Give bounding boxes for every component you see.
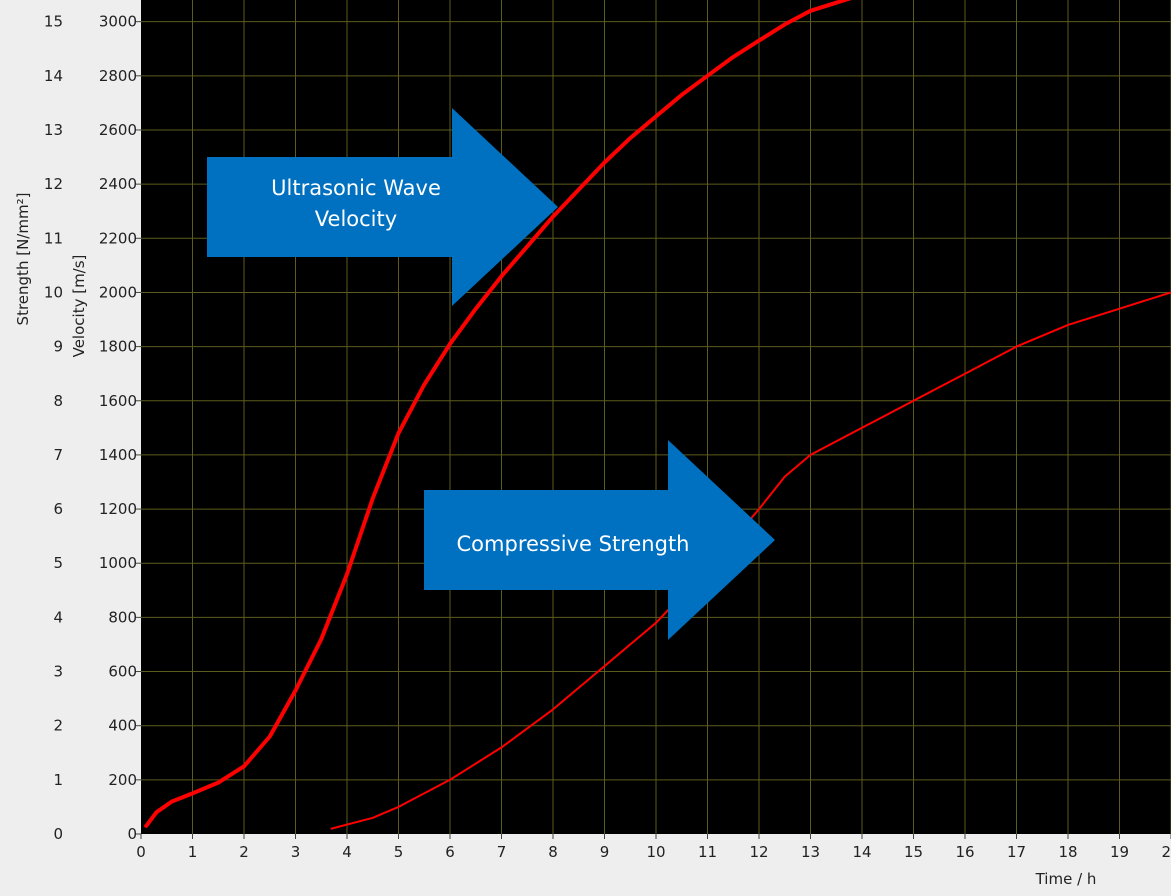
series-line-strength	[330, 291, 1171, 830]
arrow-ultrasonic-velocity: Ultrasonic Wave Velocity	[207, 108, 558, 306]
arrow-ultrasonic-velocity-shape	[207, 108, 558, 306]
strength-tick-label: 4	[53, 608, 63, 626]
velocity-tick-label: 2800	[99, 67, 137, 85]
x-tick-label: 14	[852, 843, 871, 861]
velocity-tick-label: 1000	[99, 554, 137, 572]
velocity-tick-label: 2000	[99, 283, 137, 301]
velocity-tick-label: 400	[108, 717, 137, 735]
strength-tick-label: 8	[53, 392, 63, 410]
x-tick-label: 5	[394, 843, 404, 861]
y-axis-title-velocity: Velocity [m/s]	[70, 255, 88, 358]
strength-tick-label: 3	[53, 663, 63, 681]
strength-tick-label: 5	[53, 554, 63, 572]
x-axis-title: Time / h	[1035, 870, 1097, 888]
grid	[141, 0, 1171, 834]
velocity-tick-label: 2600	[99, 121, 137, 139]
x-tick-label: 13	[801, 843, 820, 861]
strength-tick-label: 12	[44, 175, 63, 193]
x-tick-label: 18	[1058, 843, 1077, 861]
x-tick-label: 8	[548, 843, 558, 861]
velocity-tick-label: 1400	[99, 446, 137, 464]
velocity-tick-label: 1600	[99, 392, 137, 410]
strength-tick-label: 13	[44, 121, 63, 139]
series-line-velocity	[144, 0, 852, 828]
velocity-tick-label: 800	[108, 608, 137, 626]
annotation-label: Compressive Strength	[457, 532, 690, 556]
x-tick-label: 20	[1161, 843, 1171, 861]
y-axis-title-strength: Strength [N/mm²]	[14, 193, 32, 326]
velocity-tick-label: 1800	[99, 338, 137, 356]
strength-tick-label: 10	[44, 283, 63, 301]
x-tick-label: 7	[497, 843, 507, 861]
velocity-tick-label: 3000	[99, 13, 137, 31]
strength-tick-label: 14	[44, 67, 63, 85]
arrow-compressive-strength: Compressive Strength	[424, 440, 775, 640]
series-layer	[144, 0, 1171, 830]
x-tick-label: 3	[291, 843, 301, 861]
x-tick-label: 11	[698, 843, 717, 861]
strength-tick-label: 2	[53, 717, 63, 735]
velocity-tick-label: 0	[127, 825, 137, 843]
x-tick-label: 4	[342, 843, 352, 861]
strength-tick-label: 7	[53, 446, 63, 464]
x-tick-label: 0	[136, 843, 146, 861]
annotation-layer: Ultrasonic Wave Velocity Compressive Stren…	[207, 108, 775, 640]
annotation-label: Ultrasonic Wave	[271, 176, 441, 200]
strength-tick-label: 15	[44, 13, 63, 31]
strength-tick-label: 0	[53, 825, 63, 843]
velocity-tick-label: 1200	[99, 500, 137, 518]
velocity-tick-label: 2400	[99, 175, 137, 193]
arrow-compressive-strength-shape	[424, 440, 775, 640]
strength-tick-label: 11	[44, 229, 63, 247]
velocity-tick-label: 600	[108, 663, 137, 681]
annotation-label: Velocity	[315, 207, 397, 231]
velocity-tick-label: 200	[108, 771, 137, 789]
x-tick-label: 16	[955, 843, 974, 861]
velocity-tick-label: 2200	[99, 229, 137, 247]
x-tick-label: 6	[445, 843, 455, 861]
x-tick-label: 15	[904, 843, 923, 861]
strength-tick-label: 9	[53, 338, 63, 356]
x-tick-label: 2	[239, 843, 249, 861]
strength-tick-label: 6	[53, 500, 63, 518]
x-tick-label: 10	[646, 843, 665, 861]
x-tick-label: 9	[600, 843, 610, 861]
strength-tick-label: 1	[53, 771, 63, 789]
x-tick-label: 12	[749, 843, 768, 861]
axes: 0123456789101112131415161718192002004006…	[44, 13, 1171, 861]
x-tick-label: 19	[1110, 843, 1129, 861]
x-tick-label: 1	[188, 843, 198, 861]
x-tick-label: 17	[1007, 843, 1026, 861]
